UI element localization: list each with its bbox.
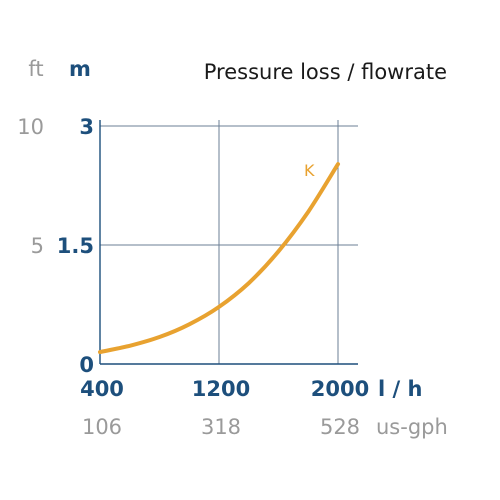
series-layer: K	[98, 161, 340, 355]
x-tick-label: 1200	[192, 377, 250, 401]
x-unit-secondary: us-gph	[376, 415, 448, 439]
chart-title: Pressure loss / flowrate	[204, 60, 447, 84]
x-tick-label: 2000	[311, 377, 369, 401]
tick-labels: 400 106 1200 318 2000 528 0 1.5 5 3 10	[17, 115, 369, 439]
x-unit-primary: l / h	[378, 377, 422, 401]
y-tick-label-secondary: 10	[17, 115, 44, 139]
y-tick-label: 1.5	[57, 234, 94, 258]
grid	[100, 120, 358, 364]
x-tick-label: 400	[80, 377, 124, 401]
y-tick-label: 0	[79, 353, 94, 377]
series-line-K	[98, 162, 340, 355]
x-tick-label-secondary: 318	[201, 415, 241, 439]
x-tick-label-secondary: 528	[320, 415, 360, 439]
y-unit-secondary: ft	[28, 57, 43, 81]
y-unit-primary: m	[69, 57, 91, 81]
series-label-K: K	[304, 161, 315, 180]
y-tick-label-secondary: 5	[31, 234, 44, 258]
axes	[99, 120, 358, 365]
y-tick-label: 3	[79, 115, 94, 139]
x-tick-label-secondary: 106	[82, 415, 122, 439]
